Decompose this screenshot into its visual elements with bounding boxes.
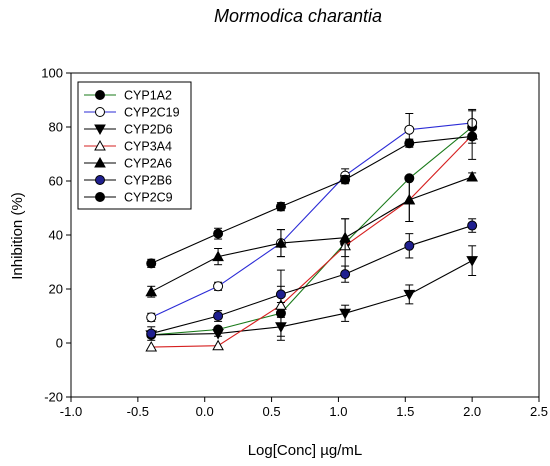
- x-axis-label: Log[Conc] µg/mL: [248, 442, 363, 459]
- data-point-cyp2b6-0: [146, 328, 157, 339]
- data-point-cyp2a6-4: [403, 193, 416, 205]
- data-point-cyp3a4-2: [275, 299, 287, 310]
- data-point-cyp2c19-1: [213, 281, 224, 292]
- legend-label-cyp2b6: CYP2B6: [124, 174, 172, 188]
- legend-label-cyp2a6: CYP2A6: [124, 157, 172, 171]
- data-point-cyp3a4-0: [145, 341, 158, 352]
- y-tick-label-1: 0: [56, 336, 63, 351]
- series-line-cyp1a2: [151, 126, 473, 336]
- legend-label-cyp2c9: CYP2C9: [124, 191, 173, 205]
- data-point-cyp2d6-1: [212, 329, 224, 340]
- y-tick-label-4: 60: [49, 174, 63, 189]
- x-tick-label-1: -0.5: [127, 404, 149, 419]
- series-cyp2d6: [145, 245, 478, 341]
- y-tick-label-2: 20: [49, 282, 63, 297]
- data-point-cyp2c9-4: [404, 138, 415, 149]
- data-point-cyp2b6-5: [467, 220, 478, 231]
- legend-label-cyp1a2: CYP1A2: [124, 89, 172, 103]
- series-line-cyp3a4: [151, 134, 473, 348]
- legend-marker-cyp2d6: [94, 124, 106, 136]
- x-tick-label-2: 0.0: [196, 404, 214, 419]
- series-line-cyp2c9: [151, 135, 473, 264]
- data-point-cyp2d6-5: [466, 256, 478, 267]
- x-tick-label-5: 1.5: [396, 404, 414, 419]
- x-tick-label-3: 0.5: [263, 404, 281, 419]
- x-tick-label-7: 2.5: [530, 404, 548, 419]
- legend-marker-cyp2b6: [95, 175, 105, 185]
- legend-marker-cyp2c9: [95, 192, 105, 202]
- legend-label-cyp2d6: CYP2D6: [124, 123, 173, 137]
- series-cyp3a4: [145, 110, 478, 352]
- data-point-cyp2a6-1: [212, 250, 224, 262]
- data-point-cyp2b6-3: [340, 269, 351, 280]
- legend-label-cyp3a4: CYP3A4: [124, 140, 172, 154]
- legend-marker-cyp3a4: [94, 139, 106, 151]
- y-tick-label-0: -20: [44, 390, 63, 405]
- series-line-cyp2c19: [150, 122, 473, 318]
- legend-marker-cyp1a2: [95, 90, 105, 100]
- series-line-cyp2d6: [151, 260, 473, 336]
- y-tick-label-3: 40: [49, 228, 63, 243]
- data-point-cyp2c19-0: [146, 312, 157, 323]
- data-point-cyp2a6-5: [466, 170, 478, 182]
- x-tick-label-4: 1.0: [329, 404, 347, 419]
- data-point-cyp2a6-3: [339, 231, 351, 243]
- chart-title: Mormodica charantia: [214, 6, 382, 26]
- data-point-cyp2c9-3: [340, 174, 351, 185]
- x-tick-label-6: 2.0: [463, 404, 481, 419]
- y-axis-label: Inhibition (%): [9, 192, 26, 280]
- data-point-cyp3a4-1: [212, 339, 224, 351]
- data-point-cyp2c9-2: [275, 201, 286, 212]
- data-point-cyp2c9-0: [146, 258, 157, 269]
- series-line-cyp2b6: [151, 225, 473, 335]
- legend-label-cyp2c19: CYP2C19: [124, 106, 180, 120]
- series-cyp2b6: [146, 218, 478, 341]
- data-point-cyp2c9-5: [467, 131, 478, 142]
- data-point-cyp2b6-2: [275, 289, 286, 300]
- series-cyp2c9: [146, 129, 478, 269]
- data-point-cyp2b6-1: [213, 311, 224, 321]
- data-point-cyp2a6-0: [145, 285, 158, 297]
- data-point-cyp2a6-2: [275, 237, 287, 248]
- y-tick-label-6: 100: [41, 66, 63, 81]
- data-point-cyp2d6-4: [403, 289, 416, 301]
- series-line-cyp2a6: [150, 176, 473, 293]
- data-point-cyp2d6-3: [339, 308, 351, 320]
- data-point-cyp2c19-4: [404, 124, 415, 135]
- plot-area: -1.0 -0.5 0.0 0.5 1.0 1.5 2.0 2.5 -20 0 20 40 60 80 10…: [41, 66, 548, 420]
- series-cyp2a6: [145, 170, 478, 298]
- x-tick-label-0: -1.0: [60, 404, 82, 419]
- y-tick-label-5: 80: [49, 120, 63, 135]
- legend-marker-cyp2a6: [94, 156, 106, 168]
- legend-marker-cyp2c19: [95, 107, 105, 117]
- series-cyp1a2: [146, 122, 478, 340]
- legend: CYP1A2 CYP2C19 CYP2D6 CYP3A4 CYP2A6 CYP2B6 CYP…: [77, 81, 192, 210]
- data-point-cyp2b6-4: [404, 240, 415, 251]
- data-point-cyp2c9-1: [213, 228, 224, 239]
